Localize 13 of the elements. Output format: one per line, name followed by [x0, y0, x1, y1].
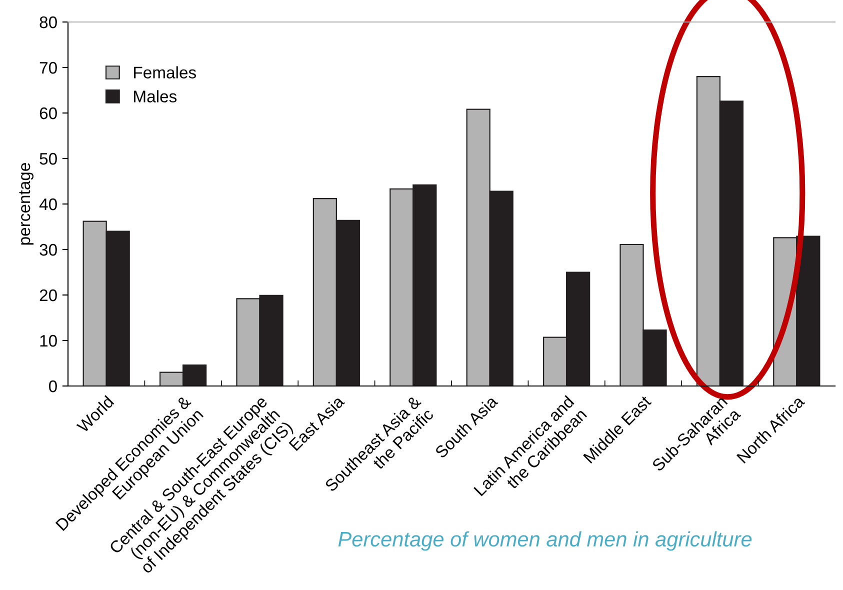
y-tick-label: 80 [40, 16, 57, 28]
y-tick-label: 50 [40, 152, 57, 165]
y-tick-label: 0 [48, 380, 57, 392]
y-tick-label: 20 [40, 289, 57, 302]
y-tick-label: 70 [40, 62, 57, 74]
legend-label: Males [134, 90, 177, 102]
text: Percentage of women and men in agriculture [338, 531, 752, 551]
y-tick-label: 10 [40, 334, 57, 347]
y-tick-label: 30 [40, 244, 57, 256]
y-tick-label: 60 [40, 107, 57, 120]
y-axis-title: percentage [19, 163, 34, 245]
legend-label: Females [134, 66, 196, 78]
y-tick-label: 40 [39, 198, 57, 210]
